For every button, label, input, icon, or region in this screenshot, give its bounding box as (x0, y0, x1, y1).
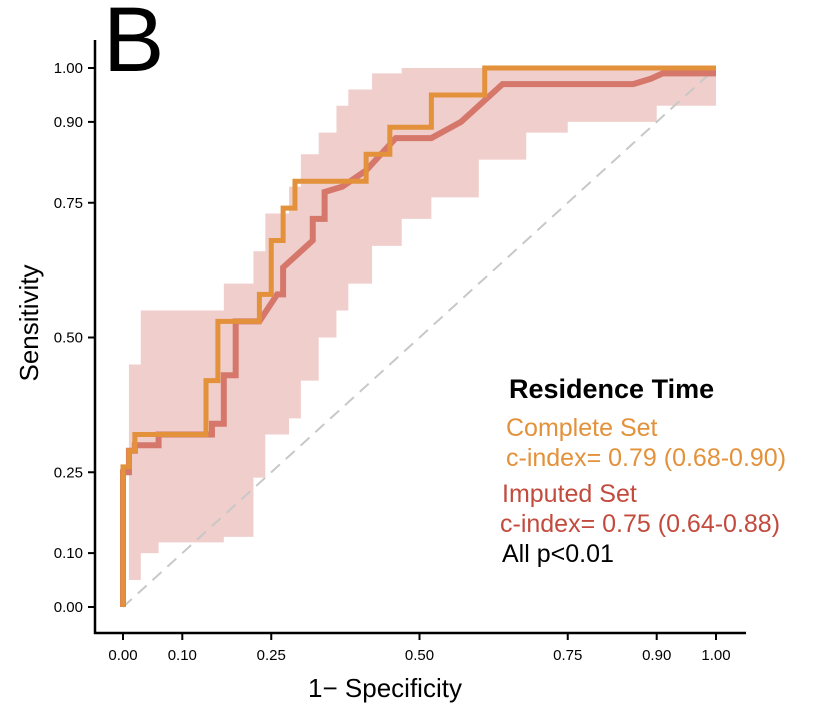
series-layer (120, 65, 716, 607)
x-tick-label: 0.10 (168, 647, 197, 664)
legend-complete-label: Complete Set (506, 414, 658, 442)
x-axis-label: 1− Specificity (308, 673, 462, 703)
legend-title: Residence Time (509, 374, 715, 404)
x-tick-label: 0.50 (405, 647, 434, 664)
y-tick-label: 0.75 (54, 195, 83, 212)
y-tick-label: 0.25 (54, 464, 83, 481)
x-tick-label: 1.00 (701, 647, 730, 664)
legend-pvalue: All p<0.01 (502, 540, 614, 568)
legend: Residence Time Complete Set c-index= 0.7… (500, 374, 836, 569)
y-axis-label: Sensitivity (14, 264, 44, 381)
x-tick-label: 0.90 (642, 647, 671, 664)
series-line-imputed (120, 70, 716, 607)
chance-diagonal (122, 67, 717, 608)
panel-label: B (103, 0, 165, 91)
y-tick-label: 0.00 (54, 599, 83, 616)
legend-imputed-stat: c-index= 0.75 (0.64-0.88) (500, 510, 781, 538)
x-tick-label: 0.00 (108, 647, 137, 664)
y-tick-label: 0.10 (54, 545, 83, 562)
y-tick-label: 0.50 (54, 330, 83, 347)
y-tick-label: 1.00 (54, 60, 83, 77)
legend-complete-stat: c-index= 0.79 (0.68-0.90) (506, 444, 787, 472)
legend-imputed-label: Imputed Set (502, 480, 637, 508)
x-tick-label: 0.75 (553, 647, 582, 664)
y-tick-label: 0.90 (54, 114, 83, 131)
series-line-complete (120, 65, 716, 607)
x-tick-label: 0.25 (257, 647, 286, 664)
axes-layer: 0.00 0.10 0.25 0.50 0.75 0.90 1.00 0.00 0.10 0.25… (54, 40, 746, 664)
